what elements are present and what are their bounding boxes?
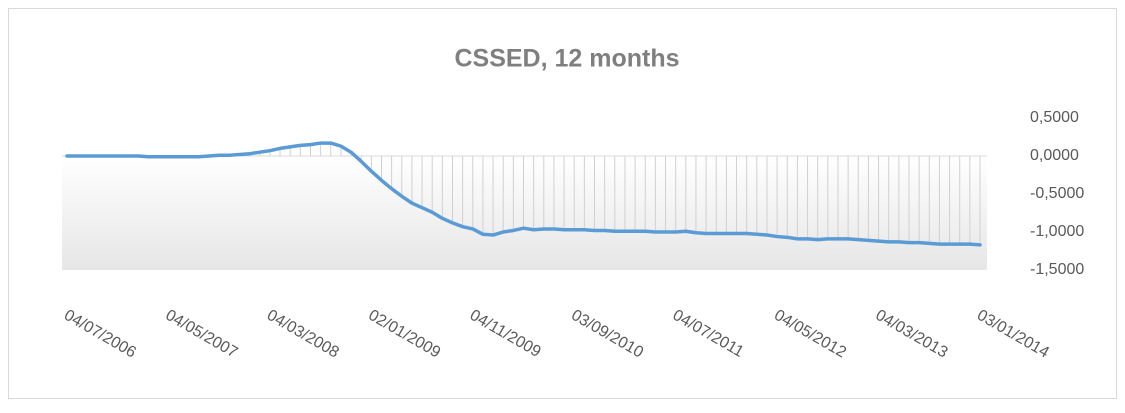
y-tick-label: 0,5000 [1030,109,1079,126]
plot-shade [62,156,987,270]
y-tick-label: -0,5000 [1030,185,1084,202]
y-tick-label: 0,0000 [1030,147,1079,164]
chart-title: CSSED, 12 months [454,45,679,73]
y-tick-label: -1,5000 [1030,261,1084,278]
y-tick-label: -1,0000 [1030,223,1084,240]
data-line [65,141,982,247]
